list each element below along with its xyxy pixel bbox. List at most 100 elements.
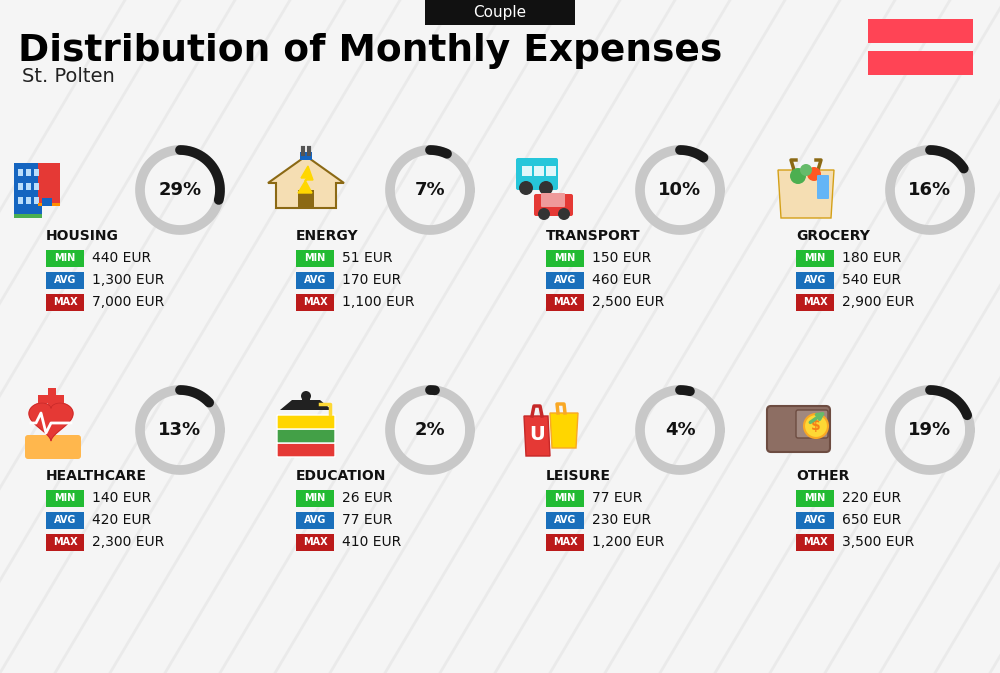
FancyBboxPatch shape <box>46 250 84 267</box>
Text: 77 EUR: 77 EUR <box>592 491 642 505</box>
Text: ENERGY: ENERGY <box>296 229 359 243</box>
Bar <box>38 203 60 206</box>
Text: 650 EUR: 650 EUR <box>842 513 901 527</box>
Text: 230 EUR: 230 EUR <box>592 513 651 527</box>
Bar <box>34 169 39 176</box>
Polygon shape <box>29 403 73 441</box>
Text: St. Polten: St. Polten <box>22 67 115 87</box>
Text: MIN: MIN <box>804 493 826 503</box>
Polygon shape <box>298 166 313 193</box>
Text: AVG: AVG <box>54 275 76 285</box>
Circle shape <box>800 164 812 176</box>
Bar <box>26 169 31 176</box>
Text: 180 EUR: 180 EUR <box>842 251 901 265</box>
Circle shape <box>804 414 828 438</box>
FancyBboxPatch shape <box>796 293 834 310</box>
Text: TRANSPORT: TRANSPORT <box>546 229 641 243</box>
Text: 1,100 EUR: 1,100 EUR <box>342 295 415 309</box>
FancyBboxPatch shape <box>46 489 84 507</box>
Text: 26 EUR: 26 EUR <box>342 491 392 505</box>
Text: MAX: MAX <box>53 537 77 547</box>
Bar <box>522 166 532 176</box>
FancyBboxPatch shape <box>546 293 584 310</box>
FancyBboxPatch shape <box>546 271 584 289</box>
Text: 51 EUR: 51 EUR <box>342 251 392 265</box>
Text: HEALTHCARE: HEALTHCARE <box>46 469 147 483</box>
Text: 420 EUR: 420 EUR <box>92 513 151 527</box>
Bar <box>34 183 39 190</box>
FancyBboxPatch shape <box>796 534 834 551</box>
Text: 29%: 29% <box>158 181 202 199</box>
Text: 16%: 16% <box>908 181 952 199</box>
Bar <box>18 169 23 176</box>
Text: EDUCATION: EDUCATION <box>296 469 386 483</box>
Text: AVG: AVG <box>554 275 576 285</box>
Bar <box>38 395 64 403</box>
Text: 220 EUR: 220 EUR <box>842 491 901 505</box>
FancyBboxPatch shape <box>796 250 834 267</box>
FancyBboxPatch shape <box>546 250 584 267</box>
FancyBboxPatch shape <box>277 415 335 429</box>
Text: Couple: Couple <box>473 5 527 20</box>
Text: 1,300 EUR: 1,300 EUR <box>92 273 164 287</box>
Text: LEISURE: LEISURE <box>546 469 611 483</box>
FancyBboxPatch shape <box>296 293 334 310</box>
Circle shape <box>301 391 311 401</box>
Bar <box>18 183 23 190</box>
FancyBboxPatch shape <box>796 489 834 507</box>
Bar <box>14 163 42 218</box>
Text: 4%: 4% <box>665 421 695 439</box>
Text: 170 EUR: 170 EUR <box>342 273 401 287</box>
Text: MIN: MIN <box>304 253 326 263</box>
FancyBboxPatch shape <box>46 271 84 289</box>
Polygon shape <box>524 416 550 456</box>
Text: MIN: MIN <box>554 493 576 503</box>
Text: 1,200 EUR: 1,200 EUR <box>592 535 664 549</box>
Bar <box>18 197 23 204</box>
Text: 150 EUR: 150 EUR <box>592 251 651 265</box>
Bar <box>42 198 52 206</box>
Circle shape <box>539 181 553 195</box>
Text: MIN: MIN <box>554 253 576 263</box>
Text: 540 EUR: 540 EUR <box>842 273 901 287</box>
Text: 2%: 2% <box>415 421 445 439</box>
Text: 7,000 EUR: 7,000 EUR <box>92 295 164 309</box>
FancyBboxPatch shape <box>46 293 84 310</box>
Bar <box>534 166 544 176</box>
FancyBboxPatch shape <box>296 250 334 267</box>
Polygon shape <box>550 413 578 448</box>
Text: MIN: MIN <box>804 253 826 263</box>
Bar <box>546 166 556 176</box>
FancyBboxPatch shape <box>25 435 81 459</box>
FancyBboxPatch shape <box>796 271 834 289</box>
Circle shape <box>538 208 550 220</box>
FancyBboxPatch shape <box>796 511 834 528</box>
FancyBboxPatch shape <box>296 271 334 289</box>
FancyBboxPatch shape <box>296 489 334 507</box>
Polygon shape <box>268 156 344 208</box>
Circle shape <box>807 167 821 181</box>
FancyBboxPatch shape <box>277 443 335 457</box>
Text: 77 EUR: 77 EUR <box>342 513 392 527</box>
Text: MIN: MIN <box>54 253 76 263</box>
Bar <box>38 163 60 206</box>
Text: 13%: 13% <box>158 421 202 439</box>
Text: 440 EUR: 440 EUR <box>92 251 151 265</box>
FancyBboxPatch shape <box>46 534 84 551</box>
Text: 2,300 EUR: 2,300 EUR <box>92 535 164 549</box>
Text: U: U <box>529 425 545 444</box>
FancyBboxPatch shape <box>817 175 829 199</box>
Circle shape <box>519 181 533 195</box>
Text: AVG: AVG <box>554 515 576 525</box>
Bar <box>302 396 310 410</box>
FancyBboxPatch shape <box>425 0 575 25</box>
Text: 410 EUR: 410 EUR <box>342 535 401 549</box>
Text: HOUSING: HOUSING <box>46 229 119 243</box>
FancyBboxPatch shape <box>546 511 584 528</box>
Bar <box>300 152 312 160</box>
Polygon shape <box>280 400 332 410</box>
Circle shape <box>790 168 806 184</box>
FancyBboxPatch shape <box>767 406 830 452</box>
Text: 140 EUR: 140 EUR <box>92 491 151 505</box>
FancyBboxPatch shape <box>868 19 973 43</box>
